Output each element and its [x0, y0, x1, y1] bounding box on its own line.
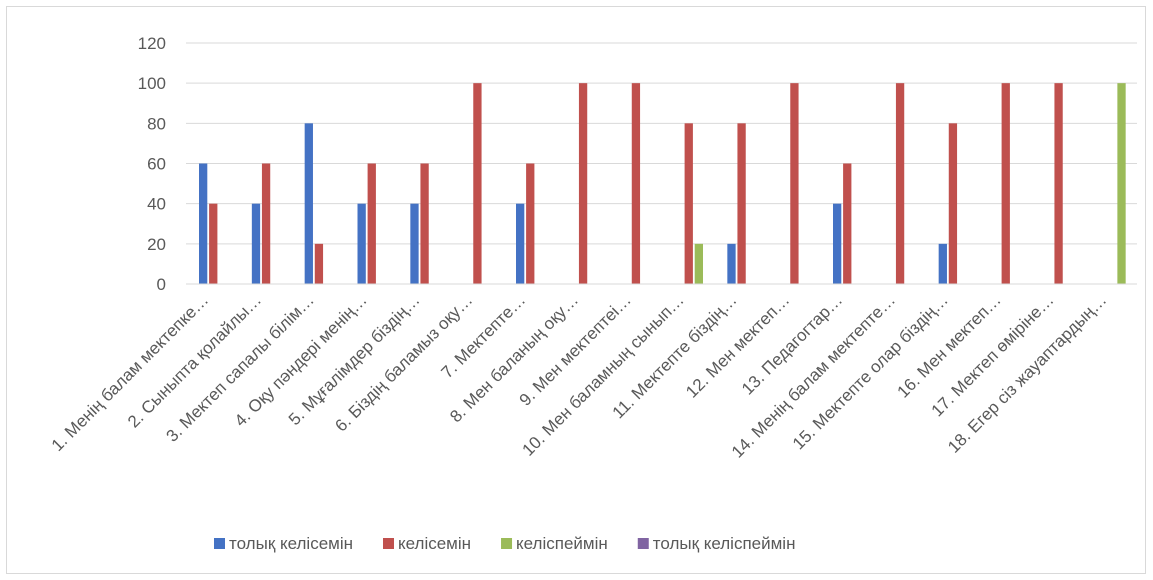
legend-label: келісемін [398, 534, 471, 553]
bar [895, 83, 905, 285]
bar [304, 123, 313, 284]
bar [737, 123, 746, 284]
bar [694, 243, 703, 284]
bar [578, 83, 588, 285]
bar [261, 163, 271, 284]
legend: толық келісемін келісемін келіспеймін толық… [214, 534, 795, 553]
y-tick-label: 40 [147, 195, 166, 214]
legend-swatch [383, 538, 394, 549]
bar [684, 123, 693, 284]
bar [314, 243, 324, 284]
bar-chart: 0 20 40 60 80 100 120 1. Менің балам мектепке…… [48, 34, 1137, 553]
bar [473, 83, 482, 285]
bar [199, 163, 208, 284]
legend-label: толық келіспеймін [653, 534, 796, 553]
gridlines [186, 42, 1137, 285]
bars [199, 83, 1126, 285]
bar [209, 203, 218, 284]
bar [833, 203, 842, 284]
legend-swatch [637, 538, 649, 549]
bar [1001, 83, 1010, 285]
y-tick-label: 100 [138, 74, 166, 93]
y-axis: 0 20 40 60 80 100 120 [138, 34, 166, 294]
bar [727, 243, 736, 284]
legend-label: толық келісемін [229, 534, 353, 553]
bar [251, 203, 261, 284]
bar [843, 163, 852, 284]
legend-label: келіспеймін [516, 534, 608, 553]
bar [790, 83, 799, 285]
y-tick-label: 20 [147, 235, 166, 254]
bar [410, 203, 419, 284]
chart-frame: 0 20 40 60 80 100 120 1. Менің балам мектепке…… [6, 6, 1146, 574]
bar [1117, 83, 1126, 285]
bar [631, 83, 641, 285]
bar [938, 243, 947, 284]
y-tick-label: 120 [138, 34, 166, 53]
x-axis: 1. Менің балам мектепке…2. Сыныпта қолай… [48, 283, 1137, 462]
bar [526, 163, 535, 284]
bar [948, 123, 958, 284]
bar [1054, 83, 1063, 285]
y-tick-label: 0 [157, 275, 166, 294]
legend-swatch [214, 538, 225, 549]
x-tick-label: 13. Педагогтар… [738, 290, 846, 398]
bar [420, 163, 429, 284]
y-tick-label: 80 [147, 114, 166, 133]
bar [357, 203, 366, 284]
legend-swatch [501, 538, 513, 549]
bar [516, 203, 525, 284]
y-tick-label: 60 [147, 155, 166, 174]
bar [367, 163, 376, 284]
